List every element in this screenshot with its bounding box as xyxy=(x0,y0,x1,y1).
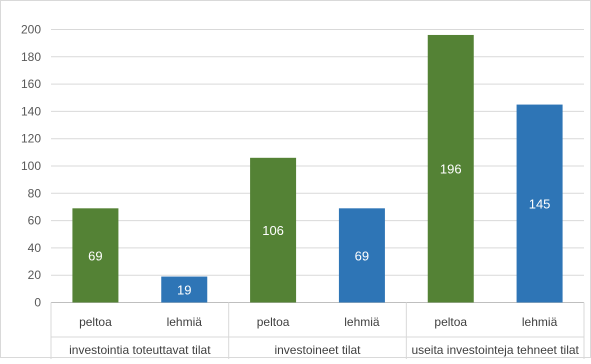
y-tick-label: 180 xyxy=(21,50,41,64)
x-category-label: peltoa xyxy=(79,315,112,329)
data-label: 145 xyxy=(529,197,551,212)
data-label: 196 xyxy=(440,162,462,177)
bar xyxy=(338,208,385,303)
x-group-label: investointia toteuttavat tilat xyxy=(69,343,211,357)
y-tick-label: 120 xyxy=(21,132,41,146)
y-tick-label: 20 xyxy=(28,268,42,282)
y-tick-label: 60 xyxy=(28,214,42,228)
data-label: 19 xyxy=(177,283,191,298)
x-group-label: useita investointeja tehneet tilat xyxy=(411,343,579,357)
x-category-label: lehmiä xyxy=(344,315,380,329)
y-tick-label: 200 xyxy=(21,23,41,37)
bar xyxy=(72,208,119,303)
x-group-label: investoineet tilat xyxy=(274,343,361,357)
bar xyxy=(427,34,474,303)
y-tick-label: 0 xyxy=(34,296,41,310)
x-category-label: peltoa xyxy=(257,315,290,329)
data-label: 69 xyxy=(88,248,102,263)
x-category-label: peltoa xyxy=(434,315,467,329)
y-tick-label: 160 xyxy=(21,77,41,91)
x-category-label: lehmiä xyxy=(522,315,558,329)
bar xyxy=(250,157,297,303)
bar xyxy=(161,276,208,303)
data-label: 106 xyxy=(262,223,284,238)
data-label: 69 xyxy=(355,248,369,263)
y-tick-label: 100 xyxy=(21,159,41,173)
y-tick-label: 80 xyxy=(28,186,42,200)
bar xyxy=(516,104,563,303)
y-tick-label: 40 xyxy=(28,241,42,255)
x-category-label: lehmiä xyxy=(167,315,203,329)
y-tick-label: 140 xyxy=(21,104,41,118)
